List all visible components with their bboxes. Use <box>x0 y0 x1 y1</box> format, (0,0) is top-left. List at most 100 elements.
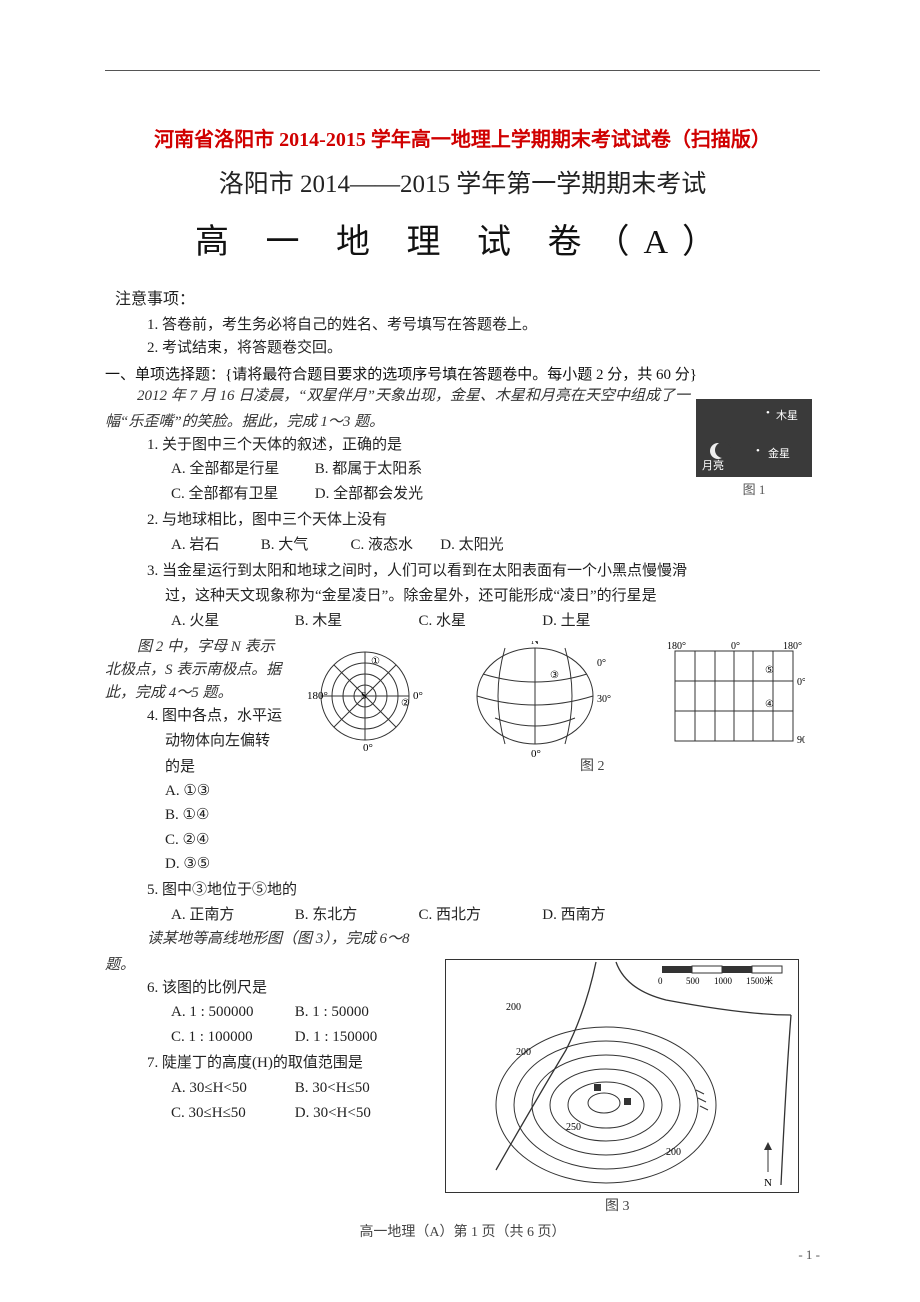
svg-text:④: ④ <box>765 699 774 710</box>
svg-text:⑤: ⑤ <box>765 665 774 676</box>
svg-text:③: ③ <box>550 670 559 681</box>
fig2-r-neg0: 0° <box>797 677 805 688</box>
exam-page: 河南省洛阳市 2014-2015 学年高一地理上学期期末考试试卷（扫描版） 洛阳… <box>0 0 920 1281</box>
fig2-mid-0a: 0° <box>597 658 606 669</box>
q5-opt-b: B. 东北方 <box>295 903 415 927</box>
q4-opt-b: B. ①④ <box>165 803 251 827</box>
q7-options-2: C. 30≤H≤50 D. 30<H<50 <box>171 1101 435 1125</box>
contour-200c: 200 <box>666 1147 681 1158</box>
q1-opt-a: A. 全部都是行星 <box>171 457 311 481</box>
q3-opt-b: B. 木星 <box>295 609 415 633</box>
q5-opt-a: A. 正南方 <box>171 903 291 927</box>
q4-stem-2: 动物体向左偏转 <box>165 730 290 753</box>
contour-200a: 200 <box>506 1002 521 1013</box>
doc-red-title: 河南省洛阳市 2014-2015 学年高一地理上学期期末考试试卷（扫描版） <box>105 123 820 152</box>
row-q6-q8: 题。 6. 该图的比例尺是 A. 1 : 500000 B. 1 : 50000… <box>105 953 820 1213</box>
svg-text:②: ② <box>401 698 410 709</box>
doc-sub-title: 洛阳市 2014——2015 学年第一学期期末考试 <box>105 164 820 200</box>
q4-stem-3: 的是 <box>165 756 290 779</box>
fig2-r-180a: 180° <box>667 641 686 652</box>
moon-label: 月亮 <box>702 457 724 473</box>
fig2-left-180: 180° <box>307 690 328 702</box>
figure-3-svg: 0 500 1000 1500米 200 200 250 200 <box>446 960 798 1192</box>
fig2-r-180b: 180° <box>783 641 802 652</box>
figure-3-caption: 图 3 <box>605 1195 630 1215</box>
figure-2-caption: 图 2 <box>580 755 605 775</box>
figure-2-svg: S ① ② 180° 0° 0° N ③ <box>305 641 805 771</box>
q2-opt-d: D. 太阳光 <box>440 533 526 557</box>
top-rule <box>105 70 820 71</box>
section-1-heading: 一、单项选择题：{请将最符合题目要求的选项序号填在答题卷中。每小题 2 分，共 … <box>105 363 820 384</box>
q6-options-2: C. 1 : 100000 D. 1 : 150000 <box>171 1025 435 1049</box>
fig2-left-0: 0° <box>413 690 423 702</box>
intro-45b: 北极点，S 表示南极点。据 <box>105 658 290 679</box>
jupiter-dot: • <box>766 407 770 419</box>
intro-68a: 读某地等高线地形图（图 3），完成 6～8 <box>147 929 820 951</box>
q3-stem-2: 过，这种天文现象称为“金星凌日”。除金星外，还可能形成“凌日”的行星是 <box>165 585 820 608</box>
page-footer: 高一地理（A）第 1 页（共 6 页） <box>105 1221 820 1241</box>
figure-3: 0 500 1000 1500米 200 200 250 200 <box>445 959 799 1193</box>
q6-opt-c: C. 1 : 100000 <box>171 1025 291 1049</box>
svg-text:0°: 0° <box>363 742 373 754</box>
q4-stem-1: 4. 图中各点，水平运 <box>147 705 290 728</box>
doc-main-title: 高 一 地 理 试 卷（A） <box>105 214 820 263</box>
q7-opt-c: C. 30≤H≤50 <box>171 1101 291 1125</box>
q7-opt-a: A. 30≤H<50 <box>171 1076 291 1100</box>
scale-500: 500 <box>686 976 700 986</box>
intro-68b: 题。 <box>105 953 435 974</box>
q5-opt-d: D. 西南方 <box>542 903 662 927</box>
q6-opt-b: B. 1 : 50000 <box>295 1000 415 1024</box>
q4-options-2: C. ②④ D. ③⑤ <box>165 828 290 876</box>
fig2-r-90: 90° <box>797 735 805 746</box>
q3-opt-a: A. 火星 <box>171 609 291 633</box>
contour-200b: 200 <box>516 1047 531 1058</box>
q7-stem: 7. 陡崖丁的高度(H)的取值范围是 <box>147 1052 435 1075</box>
notice-item-2: 2. 考试结束，将答题卷交回。 <box>147 336 820 357</box>
q3-options: A. 火星 B. 木星 C. 水星 D. 土星 <box>171 609 820 633</box>
contour-250: 250 <box>566 1122 581 1133</box>
page-number: - 1 - <box>798 1247 820 1263</box>
row-q4-q5: 图 2 中，字母 N 表示 北极点，S 表示南极点。据 此，完成 4～5 题。 … <box>105 635 820 877</box>
q6-opt-a: A. 1 : 500000 <box>171 1000 291 1024</box>
q5-stem: 5. 图中③地位于⑤地的 <box>147 879 820 902</box>
q1-opt-b: B. 都属于太阳系 <box>315 457 455 481</box>
q2-opt-a: A. 岩石 <box>171 533 257 557</box>
q3-opt-c: C. 水星 <box>419 609 539 633</box>
figure-1-sky: • 木星 月亮 • 金星 <box>696 399 812 477</box>
q4-options-1: A. ①③ B. ①④ <box>165 779 290 827</box>
q1-opt-c: C. 全部都有卫星 <box>171 482 311 506</box>
q4-opt-a: A. ①③ <box>165 779 251 803</box>
scale-0: 0 <box>658 976 663 986</box>
q2-options: A. 岩石 B. 大气 C. 液态水 D. 太阳光 <box>171 533 820 557</box>
q1-opt-d: D. 全部都会发光 <box>315 482 455 506</box>
fig2-mid-30: 30° <box>597 694 611 705</box>
notice-item-1: 1. 答卷前，考生务必将自己的姓名、考号填写在答题卷上。 <box>147 313 820 334</box>
fig2-r-0: 0° <box>731 641 740 652</box>
q6-stem: 6. 该图的比例尺是 <box>147 977 435 1000</box>
figure-1: • 木星 月亮 • 金星 图 1 <box>696 399 812 498</box>
intro-45c: 此，完成 4～5 题。 <box>105 681 290 702</box>
fig2-mid-0b: 0° <box>531 748 541 760</box>
scale-1000: 1000 <box>714 976 733 986</box>
q3-stem-1: 3. 当金星运行到太阳和地球之间时，人们可以看到在太阳表面有一个小黑点慢慢滑 <box>147 560 820 583</box>
q4-opt-d: D. ③⑤ <box>165 852 251 876</box>
q4-opt-c: C. ②④ <box>165 828 251 852</box>
scale-1500: 1500米 <box>746 975 773 986</box>
venus-label: 金星 <box>768 445 790 461</box>
figure-2: S ① ② 180° 0° 0° N ③ <box>305 641 805 771</box>
notice-heading: 注意事项： <box>115 285 820 309</box>
q3-opt-d: D. 土星 <box>542 609 662 633</box>
q7-options-1: A. 30≤H<50 B. 30<H≤50 <box>171 1076 435 1100</box>
fig2-mid-n: N <box>531 641 539 647</box>
intro-45a: 图 2 中，字母 N 表示 <box>137 635 290 656</box>
q7-opt-d: D. 30<H<50 <box>295 1101 415 1125</box>
venus-dot: • <box>756 445 760 457</box>
compass-n: N <box>764 1177 772 1189</box>
svg-text:①: ① <box>371 656 380 667</box>
q5-options: A. 正南方 B. 东北方 C. 西北方 D. 西南方 <box>171 903 820 927</box>
svg-text:S: S <box>361 691 367 702</box>
q2-stem: 2. 与地球相比，图中三个天体上没有 <box>147 509 820 532</box>
q6-options-1: A. 1 : 500000 B. 1 : 50000 <box>171 1000 435 1024</box>
q2-opt-b: B. 大气 <box>261 533 347 557</box>
figure-1-caption: 图 1 <box>696 479 812 498</box>
